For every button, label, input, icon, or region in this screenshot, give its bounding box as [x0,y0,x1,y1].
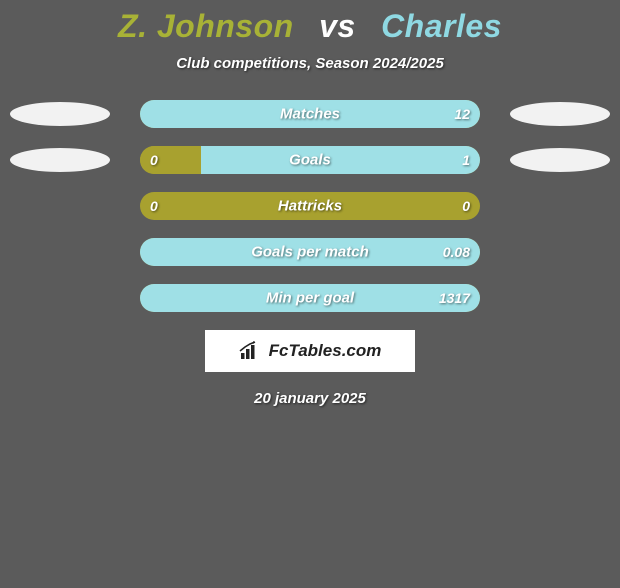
comparison-rows: Matches 12 Goals 0 1 Hattricks 0 0 Goals per mat… [0,100,620,312]
bar-fill-right [201,146,480,174]
stat-value-right: 1317 [439,290,470,306]
comparison-row: Matches 12 [0,100,620,128]
comparison-row: Min per goal 1317 [0,284,620,312]
logo-box: FcTables.com [205,330,415,372]
stat-label: Hattricks [278,198,342,215]
footer-date: 20 january 2025 [0,390,620,407]
stat-bar: Goals 0 1 [140,146,480,174]
stat-label: Goals [289,152,331,169]
title-player2: Charles [381,8,502,44]
stat-bar: Goals per match 0.08 [140,238,480,266]
stat-label: Matches [280,106,340,123]
left-ellipse [10,148,110,172]
stat-label: Goals per match [251,244,369,261]
title-player1: Z. Johnson [118,8,294,44]
stat-label: Min per goal [266,290,354,307]
stat-bar: Min per goal 1317 [140,284,480,312]
stat-value-left: 0 [150,152,158,168]
left-ellipse [10,102,110,126]
title-vs: vs [319,8,356,44]
comparison-row: Goals 0 1 [0,146,620,174]
logo-text: FcTables.com [269,341,382,361]
comparison-row: Goals per match 0.08 [0,238,620,266]
right-ellipse [510,102,610,126]
stat-bar: Matches 12 [140,100,480,128]
comparison-row: Hattricks 0 0 [0,192,620,220]
stat-value-right: 0.08 [443,244,470,260]
stat-value-right: 12 [454,106,470,122]
stat-value-right: 1 [462,152,470,168]
subtitle: Club competitions, Season 2024/2025 [0,55,620,72]
bar-chart-icon [239,341,263,361]
title: Z. Johnson vs Charles [0,8,620,45]
right-ellipse [510,148,610,172]
stat-bar: Hattricks 0 0 [140,192,480,220]
stat-value-right: 0 [462,198,470,214]
stat-value-left: 0 [150,198,158,214]
